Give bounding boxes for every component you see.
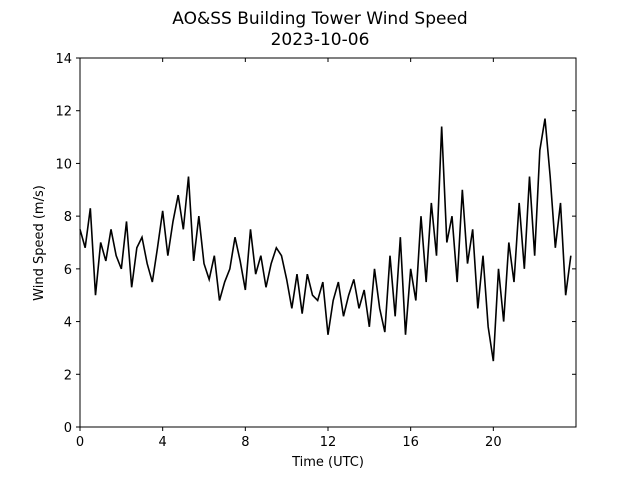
y-axis-label: Wind Speed (m/s): [32, 185, 47, 301]
y-tick-label: 2: [64, 368, 72, 383]
x-axis-label: Time (UTC): [291, 455, 364, 470]
x-tick-label: 16: [402, 435, 419, 450]
x-tick-label: 8: [241, 435, 249, 450]
chart-title: AO&SS Building Tower Wind Speed: [172, 9, 467, 29]
y-tick-label: 4: [64, 316, 72, 331]
y-tick-label: 8: [64, 210, 72, 225]
y-tick-label: 12: [55, 105, 72, 120]
x-tick-label: 0: [76, 435, 84, 450]
y-tick-label: 14: [55, 52, 72, 67]
y-tick-label: 6: [64, 263, 72, 278]
x-tick-label: 20: [485, 435, 502, 450]
plot-frame: [79, 57, 577, 428]
chart-subtitle: 2023-10-06: [271, 30, 370, 50]
y-tick-label: 0: [64, 421, 72, 436]
x-tick-label: 4: [159, 435, 167, 450]
data-line: [79, 118, 572, 362]
y-tick-label: 10: [55, 157, 72, 172]
x-tick-label: 12: [320, 435, 337, 450]
